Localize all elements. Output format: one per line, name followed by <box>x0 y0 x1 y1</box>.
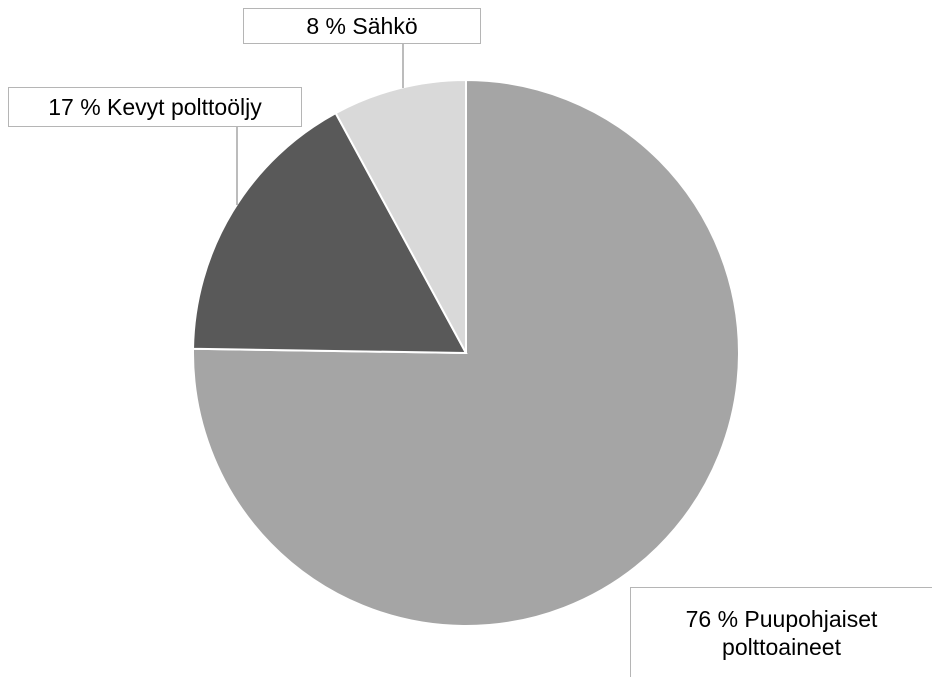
data-label-sahko: 8 % Sähkö <box>243 8 481 44</box>
pie-slice-kevyt <box>192 111 468 355</box>
data-label-text: 17 % Kevyt polttoöljy <box>48 94 262 120</box>
data-label-text: 8 % Sähkö <box>306 13 418 39</box>
pie-slice-puu <box>192 78 740 627</box>
pie-slice-sahko <box>334 78 467 354</box>
data-label-text: 76 % Puupohjaiset polttoaineet <box>685 605 878 660</box>
data-label-kevyt-polttooljy: 17 % Kevyt polttoöljy <box>8 87 302 127</box>
pie-slices <box>192 78 740 627</box>
data-label-puupohjaiset-polttoaineet: 76 % Puupohjaiset polttoaineet <box>630 587 932 677</box>
